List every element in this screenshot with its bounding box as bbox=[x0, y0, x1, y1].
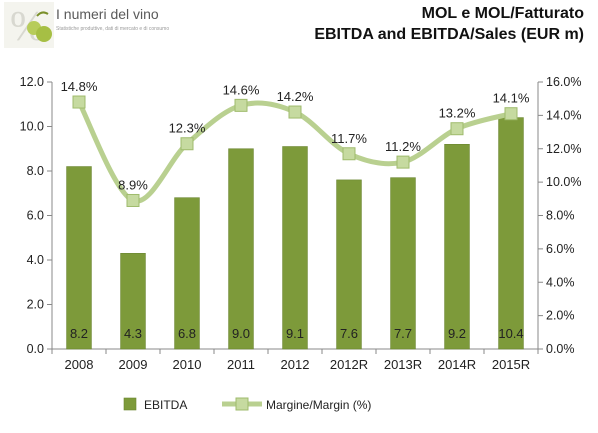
margin-data-label: 8.9% bbox=[118, 177, 148, 192]
bar bbox=[444, 144, 470, 350]
left-tick-label: 10.0 bbox=[20, 120, 44, 134]
brand-tagline: Statistiche produttive, dati di mercato … bbox=[56, 26, 170, 32]
bar-data-label: 9.2 bbox=[448, 326, 466, 341]
right-tick-label: 8.0% bbox=[546, 209, 575, 223]
bar bbox=[228, 148, 254, 350]
margin-data-label: 11.2% bbox=[385, 139, 421, 154]
margin-point bbox=[450, 122, 464, 136]
margin-data-label: 13.2% bbox=[439, 106, 476, 121]
right-tick-label: 12.0% bbox=[546, 142, 581, 156]
margin-point bbox=[342, 147, 356, 161]
x-tick-label: 2014R bbox=[438, 357, 476, 372]
bar-data-label: 10.4 bbox=[498, 326, 523, 341]
title-italian: MOL e MOL/Fatturato bbox=[421, 5, 584, 22]
left-tick-label: 4.0 bbox=[27, 253, 44, 267]
left-tick-label: 6.0 bbox=[27, 209, 44, 223]
bar-data-label: 6.8 bbox=[178, 326, 196, 341]
margin-point bbox=[504, 107, 518, 121]
bar-data-label: 9.0 bbox=[232, 326, 250, 341]
right-tick-label: 10.0% bbox=[546, 175, 581, 189]
left-tick-label: 8.0 bbox=[27, 164, 44, 178]
x-tick-label: 2011 bbox=[227, 357, 255, 372]
x-tick-label: 2008 bbox=[65, 357, 94, 372]
bar-data-label: 7.6 bbox=[340, 326, 358, 341]
brand-logo: % I numeri del vino Statistiche produtti… bbox=[4, 2, 226, 50]
bar bbox=[120, 253, 146, 350]
margin-data-label: 14.8% bbox=[61, 79, 98, 94]
x-tick-label: 2015R bbox=[492, 357, 530, 372]
left-tick-label: 2.0 bbox=[27, 298, 44, 312]
margin-point bbox=[72, 95, 86, 109]
right-tick-label: 16.0% bbox=[546, 75, 581, 89]
legend-ebitda-swatch bbox=[123, 397, 137, 411]
bar-data-label: 4.3 bbox=[124, 326, 142, 341]
margin-point bbox=[126, 193, 140, 207]
right-tick-label: 14.0% bbox=[546, 108, 581, 122]
legend-ebitda-label: EBITDA bbox=[144, 398, 187, 412]
bar-data-label: 7.7 bbox=[394, 326, 412, 341]
title-english: EBITDA and EBITDA/Sales (EUR m) bbox=[314, 26, 584, 43]
margin-data-label: 14.2% bbox=[277, 89, 314, 104]
right-tick-label: 0.0% bbox=[546, 342, 575, 356]
margin-point bbox=[288, 105, 302, 119]
margin-data-label: 11.7% bbox=[331, 131, 367, 146]
x-tick-label: 2009 bbox=[119, 357, 148, 372]
legend-margin-label: Margine/Margin (%) bbox=[266, 398, 371, 412]
margin-point bbox=[396, 155, 410, 169]
right-tick-label: 2.0% bbox=[546, 309, 575, 323]
bar-data-label: 8.2 bbox=[70, 326, 88, 341]
x-tick-label: 2013R bbox=[384, 357, 422, 372]
margin-data-label: 14.1% bbox=[493, 91, 530, 106]
left-tick-label: 12.0 bbox=[20, 75, 44, 89]
right-tick-label: 6.0% bbox=[546, 242, 575, 256]
bar bbox=[174, 197, 200, 350]
margin-data-label: 14.6% bbox=[223, 82, 260, 97]
legend-margin-marker bbox=[235, 397, 249, 411]
margin-point bbox=[180, 137, 194, 151]
bar bbox=[498, 117, 524, 350]
margin-data-label: 12.3% bbox=[169, 121, 206, 136]
x-tick-label: 2012 bbox=[281, 357, 310, 372]
bar bbox=[390, 177, 416, 350]
percent-grapes-icon: % bbox=[4, 2, 54, 50]
bar bbox=[66, 166, 92, 350]
x-tick-label: 2010 bbox=[173, 357, 202, 372]
chart-title: MOL e MOL/Fatturato EBITDA and EBITDA/Sa… bbox=[254, 4, 584, 46]
bar bbox=[336, 179, 362, 350]
bar bbox=[282, 146, 308, 350]
bar-data-label: 9.1 bbox=[286, 326, 304, 341]
left-tick-label: 0.0 bbox=[27, 342, 44, 356]
margin-point bbox=[234, 98, 248, 112]
x-tick-label: 2012R bbox=[330, 357, 368, 372]
brand-name: I numeri del vino bbox=[56, 6, 159, 22]
right-tick-label: 4.0% bbox=[546, 275, 575, 289]
